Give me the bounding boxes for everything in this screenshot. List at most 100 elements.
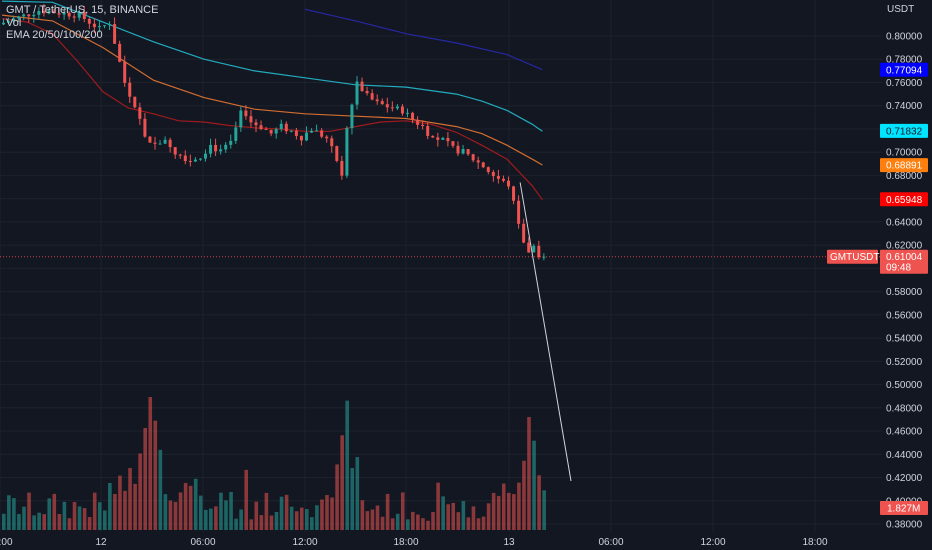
- volume-bar: [375, 505, 380, 530]
- volume-tag: [880, 501, 928, 515]
- candle-body: [229, 140, 233, 145]
- candle-body: [57, 13, 61, 15]
- candle-body: [284, 123, 288, 132]
- time-tick-label: 13: [503, 537, 515, 548]
- ema-indicator-label[interactable]: EMA 20/50/100/200: [6, 29, 103, 41]
- price-tick-label: 0.56000: [886, 310, 923, 321]
- candle-body: [219, 149, 223, 152]
- price-tick-label: 0.58000: [886, 287, 923, 298]
- candle-body: [138, 107, 142, 119]
- candle-body: [173, 147, 177, 155]
- volume-bar: [507, 492, 511, 530]
- volume-bar: [224, 500, 228, 530]
- candle-body: [97, 26, 101, 28]
- volume-bar: [294, 511, 299, 530]
- ema-line-1: [1, 18, 543, 201]
- volume-bar: [32, 515, 36, 530]
- volume-bar: [320, 499, 324, 530]
- candle-body: [209, 144, 213, 154]
- volume-bar: [188, 485, 193, 530]
- volume-bar: [37, 512, 41, 530]
- last-price-value: 0.61004: [886, 252, 923, 263]
- ema-price-tag-value: 0.71832: [886, 126, 923, 137]
- candle-body: [390, 107, 394, 109]
- ema-price-tag: [880, 158, 928, 173]
- candle-body: [82, 11, 86, 19]
- price-tick-label: 0.50000: [886, 380, 923, 391]
- volume-bar: [244, 469, 248, 530]
- volume-bar: [254, 501, 259, 530]
- volume-bar: [421, 518, 425, 530]
- volume-indicator-label[interactable]: Vol: [6, 16, 22, 29]
- candle-body: [294, 130, 298, 136]
- volume-bar: [380, 516, 385, 530]
- candle-body: [133, 96, 137, 108]
- volume-bar: [481, 516, 486, 530]
- volume-bar: [370, 509, 375, 530]
- volume-bar: [340, 435, 344, 530]
- volume-bar: [138, 453, 142, 530]
- price-tick-label: 0.54000: [886, 334, 923, 345]
- volume-bar: [92, 492, 97, 530]
- price-axis[interactable]: USDT0.800000.780000.760000.740000.720000…: [884, 0, 932, 550]
- ema-line-2: [1, 14, 543, 166]
- ema-price-tag-value: 0.77094: [886, 65, 923, 76]
- symbol-title[interactable]: GMT / TetherUS, 15, BINANCE: [6, 4, 159, 16]
- candle-body: [279, 123, 283, 130]
- volume-bar: [239, 509, 243, 530]
- volume-bar: [103, 510, 107, 530]
- candle-body: [259, 125, 263, 130]
- volume-bar: [355, 457, 360, 530]
- volume-bar: [72, 502, 77, 530]
- candle-body: [375, 99, 379, 102]
- price-tick-label: 0.38000: [886, 520, 923, 531]
- volume-bar: [385, 493, 390, 530]
- volume-bar: [108, 483, 112, 530]
- candle-body: [385, 104, 389, 108]
- volume-bar: [27, 492, 31, 530]
- time-axis[interactable]: 18:00 12 06:00 12:00 18:00 13 06:00 12:00 18:00: [0, 532, 932, 550]
- candle-body: [62, 12, 66, 15]
- candle-body: [118, 43, 122, 62]
- candle-body: [400, 106, 404, 114]
- candle-body: [52, 11, 56, 14]
- volume-bar: [209, 508, 213, 530]
- candle-body: [204, 153, 207, 159]
- volume-bar: [310, 517, 314, 530]
- candle-body: [27, 14, 31, 17]
- candle-body: [92, 23, 96, 28]
- volume-bar: [390, 518, 395, 530]
- candle-body: [264, 129, 268, 131]
- candle-body: [340, 160, 344, 176]
- trend-line-drawing[interactable]: [519, 182, 572, 482]
- volume-bar: [441, 496, 445, 530]
- price-tick-label: 0.48000: [886, 403, 923, 414]
- candle-body: [411, 112, 415, 120]
- volume-bar: [67, 518, 72, 530]
- candle-body: [527, 242, 531, 253]
- volume-bar: [512, 494, 516, 530]
- candle-body: [178, 154, 182, 156]
- volume-bar: [57, 514, 62, 530]
- candle-body: [103, 25, 106, 27]
- ema-price-tag: [880, 123, 928, 138]
- time-tick-label: 12:00: [700, 537, 725, 548]
- volume-bar: [400, 492, 405, 530]
- time-tick-label: 18:00: [393, 537, 418, 548]
- price-tick-label: 0.70000: [886, 148, 923, 159]
- volume-bar: [113, 494, 117, 530]
- candle-body: [451, 141, 455, 146]
- candle-body: [355, 81, 359, 105]
- candle-body: [446, 137, 450, 142]
- price-tick-label: 0.76000: [886, 78, 923, 89]
- candle-body: [486, 167, 490, 172]
- price-tags: 0.77094 0.71832 0.68891 0.65948 0.6100409:48…: [827, 62, 928, 515]
- volume-bar: [123, 490, 127, 530]
- candle-body: [491, 171, 495, 177]
- volume-bar: [406, 519, 410, 530]
- chart-legend: GMT / TetherUS, 15, BINANCE Vol EMA 20/5…: [6, 4, 158, 42]
- candle-body: [365, 91, 369, 94]
- candle-body: [395, 106, 399, 109]
- time-tick-label: 18:00: [802, 537, 827, 548]
